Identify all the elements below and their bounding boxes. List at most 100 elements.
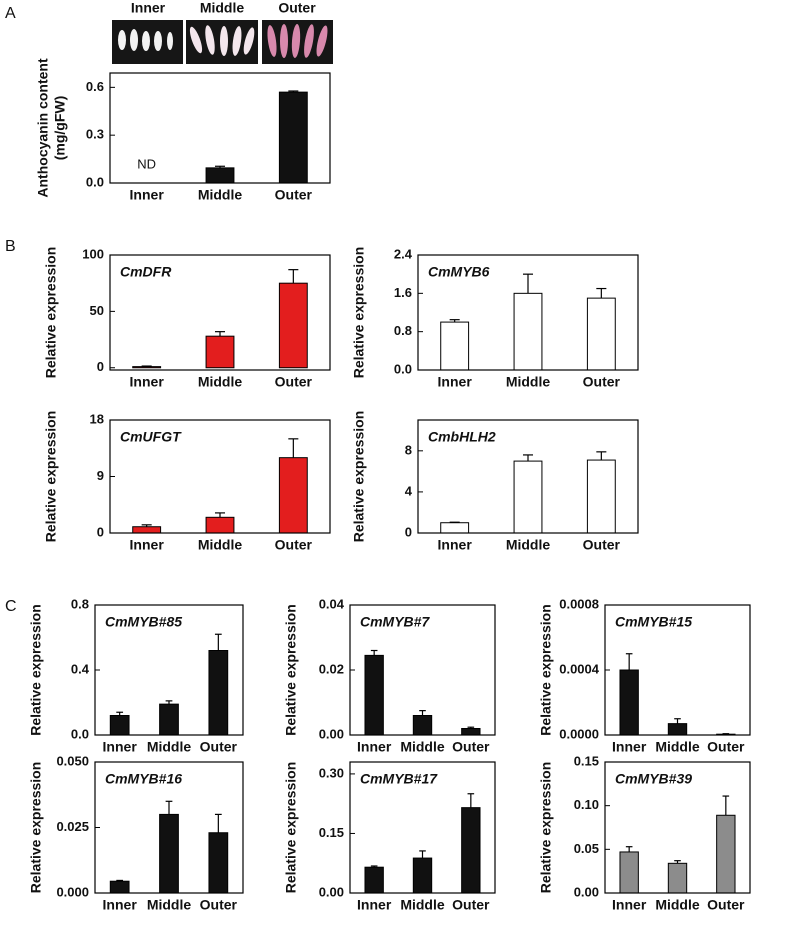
chart-title: CmMYB6 — [428, 264, 490, 280]
y-axis-label: Relative expression — [538, 762, 554, 894]
y-tick-label: 8 — [405, 442, 412, 457]
plot-frame — [349, 604, 496, 736]
error-bar — [467, 793, 475, 808]
photo-label: Inner — [131, 0, 166, 16]
chart-title: CmMYB#17 — [360, 771, 438, 787]
error-bar — [370, 865, 378, 868]
x-tick-label: Inner — [612, 897, 647, 913]
y-tick-label: 0.6 — [86, 79, 104, 94]
plot-frame — [604, 761, 751, 894]
bar — [667, 723, 688, 736]
y-tick-label: 50 — [90, 303, 104, 318]
chart-title: CmMYB#39 — [615, 771, 692, 787]
y-tick-label: 0.050 — [56, 753, 89, 768]
x-tick-label: Middle — [506, 537, 551, 553]
bar — [208, 650, 229, 736]
x-tick-label: Outer — [707, 897, 745, 913]
x-tick-label: Middle — [198, 187, 243, 203]
y-tick-label: 0.3 — [86, 127, 104, 142]
y-tick-label: 0.0004 — [559, 661, 600, 676]
error-bar — [165, 700, 173, 705]
error-bar — [449, 521, 460, 523]
bar — [205, 335, 235, 369]
y-axis-label: Relative expression — [28, 762, 44, 894]
y-axis-label: Relative expression — [283, 604, 299, 736]
error-bar — [165, 800, 173, 815]
y-tick-label: 0.30 — [319, 765, 344, 780]
error-bar — [141, 365, 152, 367]
bar — [667, 862, 688, 894]
x-tick-label: Inner — [130, 187, 165, 203]
y-tick-label: 2.4 — [394, 246, 413, 261]
y-axis-label: Relative expression — [351, 247, 367, 379]
photo-label: Middle — [200, 0, 245, 16]
error-bar — [522, 454, 534, 462]
x-tick-label: Inner — [357, 897, 392, 913]
bar — [716, 814, 736, 894]
y-tick-label: 9 — [97, 468, 104, 483]
bar — [412, 715, 433, 736]
y-tick-label: 0.000 — [56, 884, 89, 899]
y-tick-label: 0.0000 — [559, 726, 599, 741]
y-tick-label: 0 — [97, 359, 104, 374]
petal-photos — [112, 20, 333, 64]
bar — [513, 460, 543, 534]
y-tick-label: 100 — [82, 246, 104, 261]
x-tick-label: Inner — [103, 739, 138, 755]
y-axis-label: Relative expression — [28, 604, 44, 736]
chart-title: CmMYB#85 — [105, 614, 182, 630]
y-tick-label: 0.02 — [319, 661, 344, 676]
chart-title: CmMYB#16 — [105, 771, 182, 787]
chart-title: CmUFGT — [120, 429, 182, 445]
plot-frame — [417, 419, 639, 534]
y-axis-label: (mg/gFW) — [52, 96, 68, 161]
photo-label: Outer — [278, 0, 316, 16]
y-tick-label: 0.00 — [319, 884, 344, 899]
error-bar — [449, 319, 460, 323]
y-tick-label: 0.0 — [86, 174, 104, 189]
y-axis-label: Anthocyanin content — [35, 58, 51, 198]
error-bar — [288, 438, 299, 458]
panel-label: C — [5, 598, 17, 615]
y-axis-label: Relative expression — [351, 411, 367, 543]
x-tick-label: Outer — [200, 897, 238, 913]
x-tick-label: Outer — [707, 739, 745, 755]
y-tick-label: 0.8 — [394, 323, 412, 338]
y-axis-label: Relative expression — [43, 247, 59, 379]
y-tick-label: 18 — [90, 411, 104, 426]
error-bar — [522, 273, 534, 294]
error-bar — [419, 710, 426, 716]
error-bar — [116, 711, 124, 716]
bar — [440, 522, 470, 534]
error-bar — [141, 524, 152, 527]
x-tick-label: Inner — [130, 537, 165, 553]
x-tick-label: Inner — [438, 374, 473, 390]
error-bar — [116, 879, 124, 882]
error-bar — [674, 718, 681, 724]
error-bar — [419, 850, 426, 859]
error-bar — [596, 451, 607, 461]
bar — [278, 91, 308, 184]
x-tick-label: Inner — [612, 739, 647, 755]
x-tick-label: Inner — [357, 739, 392, 755]
y-tick-label: 0.4 — [71, 661, 90, 676]
bar — [159, 703, 179, 736]
bar — [619, 851, 639, 894]
y-axis-label: Relative expression — [43, 411, 59, 543]
x-tick-label: Outer — [583, 374, 621, 390]
y-tick-label: 0.05 — [574, 841, 599, 856]
error-bar — [596, 287, 607, 299]
plot-frame — [109, 254, 331, 371]
plot-frame — [109, 72, 331, 184]
x-tick-label: Outer — [452, 897, 490, 913]
bar — [278, 457, 308, 534]
x-tick-label: Middle — [400, 897, 445, 913]
error-bar — [214, 512, 226, 518]
annotation: ND — [137, 156, 156, 171]
plot-frame — [94, 761, 244, 894]
error-bar — [214, 633, 222, 651]
bar — [461, 728, 481, 736]
y-tick-label: 0.15 — [574, 753, 599, 768]
error-bar — [625, 653, 633, 670]
x-tick-label: Outer — [200, 739, 238, 755]
